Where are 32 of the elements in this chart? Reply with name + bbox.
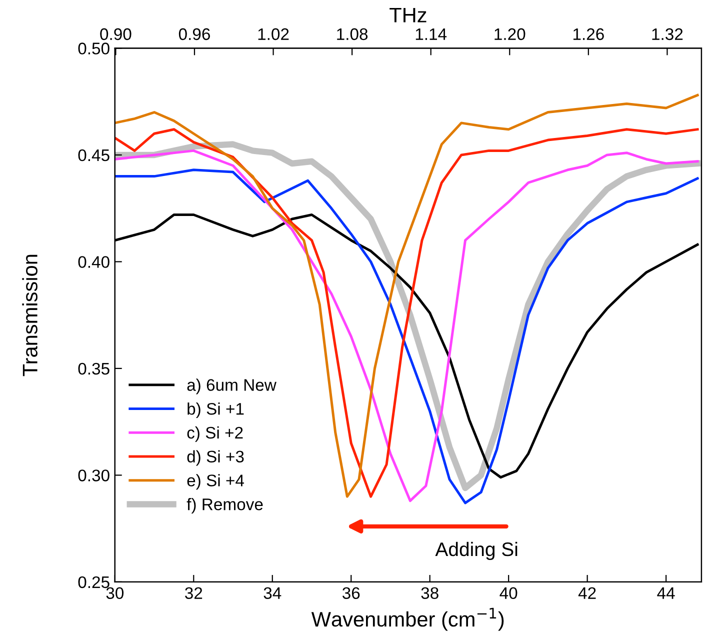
x-axis-title: Wavenumber (cm$^{−1}$) xyxy=(311,608,504,631)
x2-axis-title: THz xyxy=(390,8,426,22)
x-tick-label: 36 xyxy=(342,587,360,600)
y-tick-label: 0.30 xyxy=(78,470,110,482)
x2-tick-label: 1.02 xyxy=(258,28,289,40)
y-tick-label: 0.45 xyxy=(78,149,110,162)
y-axis-title: Transmission xyxy=(22,254,38,376)
y-tick-label: 0.25 xyxy=(78,576,110,588)
x-tick-label: 32 xyxy=(185,587,202,600)
y-tick-label: 0.40 xyxy=(78,256,110,268)
x2-tick-label: 0.90 xyxy=(100,28,132,40)
x-tick-label: 42 xyxy=(578,587,596,599)
x-tick-label: 30 xyxy=(106,587,124,600)
y-tick-label: 0.50 xyxy=(78,42,110,54)
x-tick-label: 40 xyxy=(500,587,518,600)
x2-tick-label: 1.08 xyxy=(337,28,368,40)
x-tick-label: 44 xyxy=(657,587,675,599)
x-tick-label: 34 xyxy=(264,587,282,600)
x2-tick-label: 1.20 xyxy=(494,28,526,40)
legend-label: e) Si +4 xyxy=(187,474,244,490)
legend-label: f) Remove xyxy=(186,498,263,514)
legend-label: c) Si +2 xyxy=(187,426,243,442)
y-tick-label: 0.35 xyxy=(78,362,110,375)
legend-label: d) Si +3 xyxy=(187,450,244,466)
x2-tick-label: 1.26 xyxy=(573,28,604,40)
x2-tick-label: 1.14 xyxy=(416,28,447,40)
legend-label: a) 6um New xyxy=(187,378,276,394)
x-tick-label: 38 xyxy=(421,587,438,600)
x2-tick-label: 0.96 xyxy=(178,28,210,40)
legend-label: b) Si +1 xyxy=(188,402,244,418)
annotation: Adding Si xyxy=(435,542,518,560)
x2-tick-label: 1.32 xyxy=(652,28,683,40)
